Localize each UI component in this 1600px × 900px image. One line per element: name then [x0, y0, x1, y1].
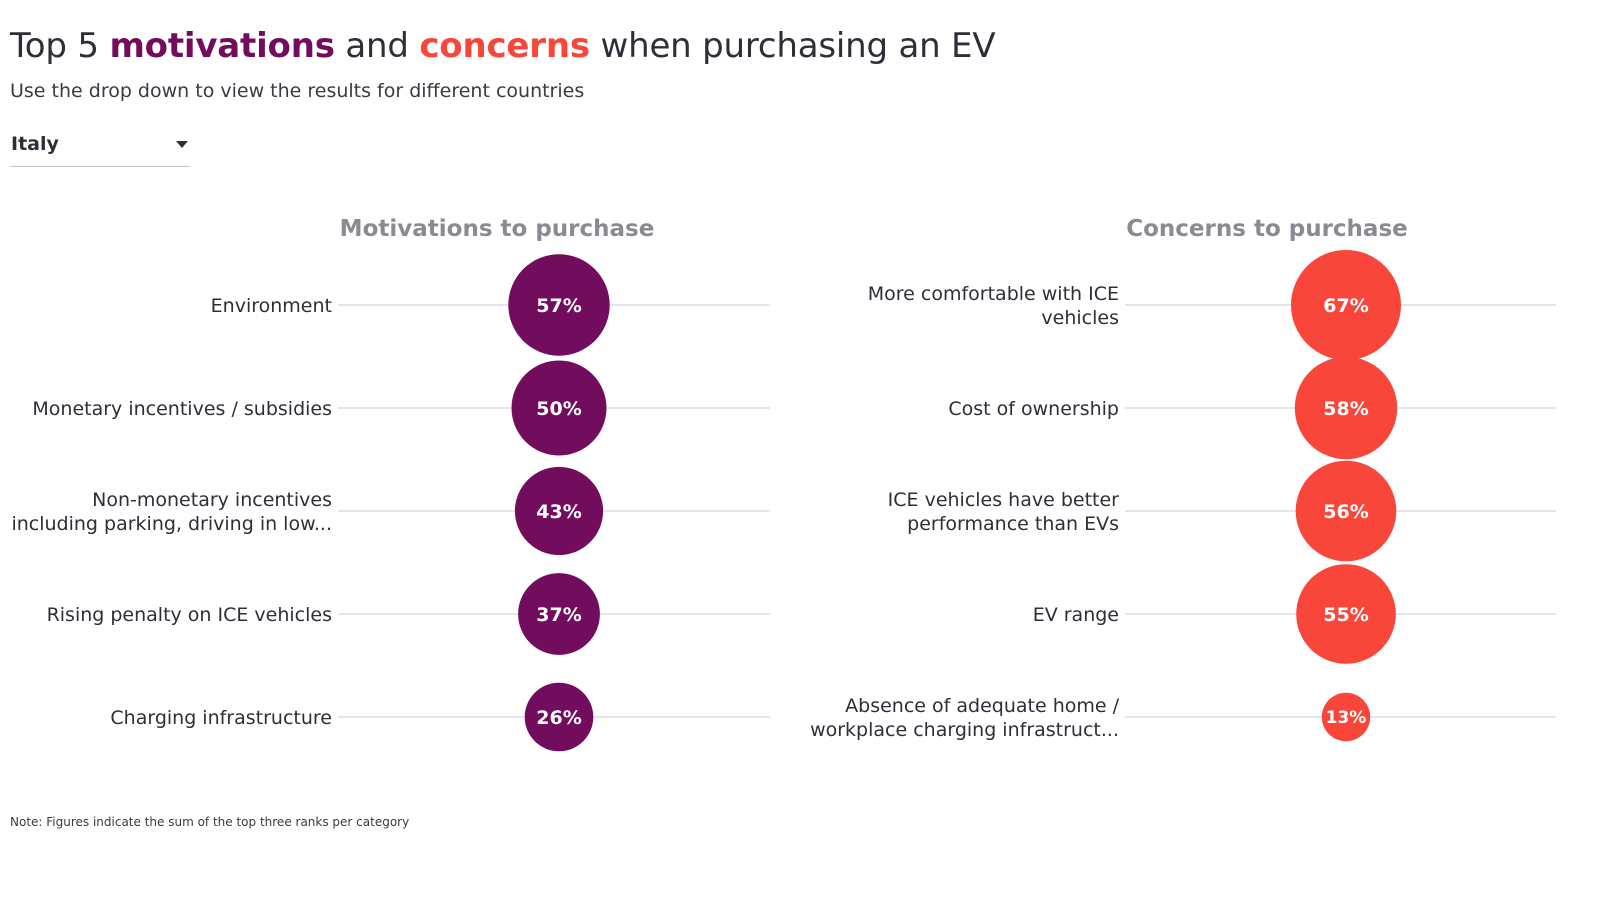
- value-bubble[interactable]: [524, 682, 594, 752]
- category-label: ICE vehicles have better performance than…: [888, 489, 1120, 535]
- category-label-line: EV range: [1033, 604, 1119, 626]
- value-label: 50%: [536, 398, 581, 420]
- category-label-line: workplace charging infrastruct...: [810, 719, 1119, 741]
- value-bubble[interactable]: [514, 466, 604, 556]
- category-label-line: ICE vehicles have better: [888, 489, 1120, 511]
- footnote: Note: Figures indicate the sum of the to…: [10, 815, 410, 829]
- title-prefix: Top 5: [10, 26, 110, 66]
- category-label-line: Charging infrastructure: [110, 707, 332, 729]
- category-label: Non-monetary incentives including parking…: [11, 489, 332, 535]
- value-label: 37%: [536, 604, 581, 626]
- category-label: Rising penalty on ICE vehicles: [47, 604, 332, 626]
- value-label: 56%: [1323, 501, 1368, 523]
- value-bubble[interactable]: [518, 573, 600, 655]
- category-label-line: vehicles: [1041, 307, 1119, 329]
- chevron-down-icon[interactable]: [176, 141, 188, 148]
- value-bubble[interactable]: [1295, 460, 1397, 562]
- category-label-line: More comfortable with ICE: [868, 283, 1119, 305]
- value-label: 13%: [1326, 708, 1367, 728]
- value-bubble[interactable]: [1321, 692, 1371, 742]
- category-label: Charging infrastructure: [110, 707, 332, 729]
- value-bubble[interactable]: [1296, 564, 1396, 664]
- value-label: 26%: [536, 707, 581, 729]
- value-bubble[interactable]: [508, 254, 610, 356]
- value-bubble[interactable]: [511, 360, 607, 456]
- category-label: Absence of adequate home / workplace char…: [810, 695, 1120, 741]
- page-title: Top 5 motivations and concerns when purc…: [10, 26, 996, 66]
- category-label: Cost of ownership: [948, 398, 1119, 420]
- title-suffix: when purchasing an EV: [589, 26, 996, 66]
- category-label-line: Monetary incentives / subsidies: [32, 398, 332, 420]
- value-bubble[interactable]: [1294, 356, 1398, 460]
- category-label-line: Rising penalty on ICE vehicles: [47, 604, 332, 626]
- value-label: 55%: [1323, 604, 1368, 626]
- category-label-line: including parking, driving in low...: [11, 513, 332, 535]
- country-dropdown[interactable]: Italy: [10, 130, 190, 167]
- value-label: 67%: [1323, 295, 1368, 317]
- title-concerns-keyword: concerns: [419, 26, 590, 66]
- category-label: EV range: [1033, 604, 1119, 626]
- category-label-line: Non-monetary incentives: [92, 489, 332, 511]
- value-label: 43%: [536, 501, 581, 523]
- category-label: Environment: [211, 295, 332, 317]
- value-label: 57%: [536, 295, 581, 317]
- title-connector: and: [334, 26, 420, 66]
- category-label-line: Absence of adequate home /: [845, 695, 1119, 717]
- category-label-line: performance than EVs: [907, 513, 1119, 535]
- value-bubble[interactable]: [1291, 250, 1401, 360]
- category-label-line: Cost of ownership: [948, 398, 1119, 420]
- motivations-series: Environment 57% Monetary incentives / subs…: [11, 254, 770, 752]
- motivations-panel-title: Motivations to purchase: [339, 216, 655, 242]
- title-motivations-keyword: motivations: [109, 26, 335, 66]
- country-dropdown-value: Italy: [11, 133, 59, 155]
- value-label: 58%: [1323, 398, 1368, 420]
- concerns-panel-title: Concerns to purchase: [1126, 216, 1408, 242]
- category-label: Monetary incentives / subsidies: [32, 398, 332, 420]
- page-subtitle: Use the drop down to view the results fo…: [10, 80, 585, 102]
- category-label-line: Environment: [211, 295, 332, 317]
- concerns-series: More comfortable with ICE vehicles 67% Cost…: [810, 250, 1556, 742]
- category-label: More comfortable with ICE vehicles: [868, 283, 1119, 329]
